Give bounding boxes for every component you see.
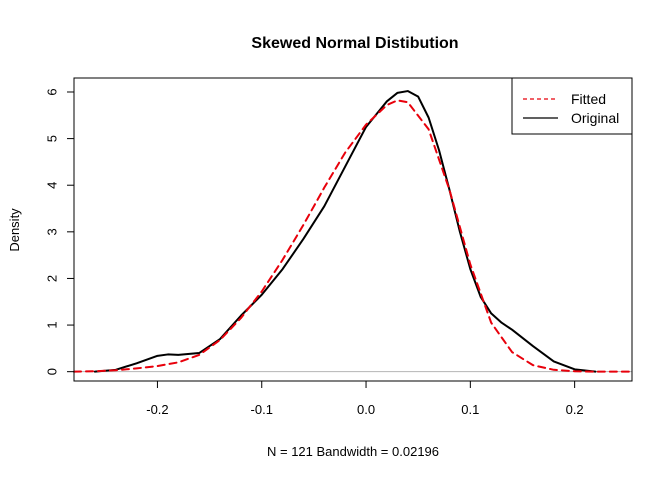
legend-label-fitted: Fitted (571, 91, 606, 107)
x-tick-label: 0.1 (461, 402, 479, 417)
x-tick-label: -0.1 (251, 402, 273, 417)
x-tick-label: 0.0 (357, 402, 375, 417)
y-tick-label: 4 (45, 182, 60, 189)
legend: Fitted Original (512, 78, 632, 134)
x-axis-label: N = 121 Bandwidth = 0.02196 (267, 444, 439, 459)
x-axis: -0.2 -0.1 0.0 0.1 0.2 (146, 381, 583, 417)
chart-title: Skewed Normal Distibution (251, 35, 458, 52)
y-tick-label: 5 (45, 135, 60, 142)
legend-label-original: Original (571, 110, 619, 126)
series-line-fitted (74, 100, 632, 371)
x-tick-label: 0.2 (566, 402, 584, 417)
y-tick-label: 1 (45, 321, 60, 328)
y-axis: 0 1 2 3 4 5 6 (44, 88, 74, 375)
y-tick-label: 0 (45, 368, 60, 375)
y-tick-label: 6 (44, 88, 59, 95)
x-tick-label: -0.2 (146, 402, 168, 417)
y-tick-label: 2 (45, 275, 60, 282)
y-tick-label: 3 (45, 228, 60, 235)
y-axis-label: Density (7, 208, 22, 252)
